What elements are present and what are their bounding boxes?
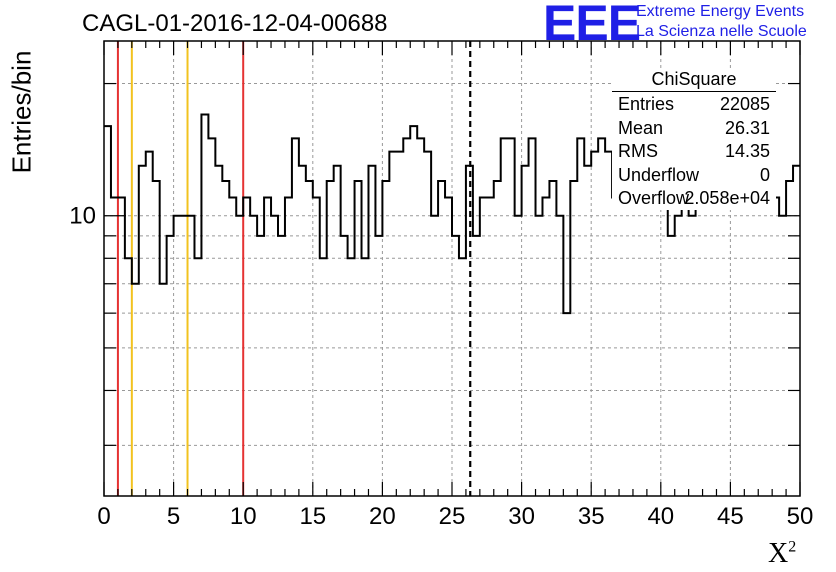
- stats-key: Entries: [618, 94, 675, 114]
- plot-title: CAGL-01-2016-12-04-00688: [82, 10, 388, 37]
- x-tick-label: 25: [439, 503, 466, 530]
- stats-value: 26.31: [724, 117, 770, 138]
- x-tick-label: 10: [230, 503, 257, 530]
- stats-box: [612, 69, 776, 210]
- eee-logo: EEE: [543, 0, 641, 51]
- stats-value: 14.35: [724, 141, 770, 161]
- grid-lines: [104, 41, 800, 496]
- stats-row: Entries 22085: [612, 94, 776, 118]
- stats-key: RMS: [618, 141, 658, 161]
- stats-divider: [612, 91, 776, 92]
- x-tick-label: 40: [647, 503, 674, 530]
- stats-key: Overflow: [618, 188, 690, 208]
- x-tick-label: 0: [97, 503, 110, 530]
- x-tick-label: 5: [167, 503, 180, 530]
- stats-row: Mean 26.31: [612, 118, 776, 142]
- y-axis-label: Entries/bin: [6, 50, 37, 174]
- x-tick-label: 20: [369, 503, 396, 530]
- plot-frame: [103, 40, 801, 497]
- stats-key: Mean: [618, 117, 664, 138]
- x-tick-label: 30: [508, 503, 535, 530]
- x-tick-label: 35: [578, 503, 605, 530]
- stats-row: Overflow 2.058e+04: [612, 188, 776, 212]
- x-axis-label: X2: [768, 538, 796, 570]
- x-tick-label: 50: [787, 503, 814, 530]
- y-tick-label: 10: [69, 203, 96, 230]
- stats-value: 0: [759, 164, 770, 185]
- axis-ticks: 0 5 10 15 20 25 30 35 40 45 50 10: [69, 41, 813, 530]
- stats-panel: ChiSquare Entries 22085 Mean 26.31 RMS 14.3…: [612, 69, 776, 212]
- stats-row: RMS 14.35: [612, 141, 776, 165]
- logo-line-1: Extreme Energy Events: [636, 3, 805, 20]
- x-axis-label-base: X: [768, 538, 789, 569]
- stats-title: ChiSquare: [651, 69, 737, 89]
- x-tick-label: 15: [299, 503, 326, 530]
- x-axis-label-sup: 2: [788, 538, 797, 556]
- x-tick-label: 45: [717, 503, 744, 530]
- stats-key: Underflow: [618, 164, 700, 185]
- stats-value: 2.058e+04: [684, 188, 770, 208]
- stats-row: Underflow 0: [612, 165, 776, 189]
- logo-line-2: La Scienza nelle Scuole: [636, 23, 807, 40]
- stats-value: 22085: [719, 94, 770, 114]
- reference-lines: [116, 41, 245, 496]
